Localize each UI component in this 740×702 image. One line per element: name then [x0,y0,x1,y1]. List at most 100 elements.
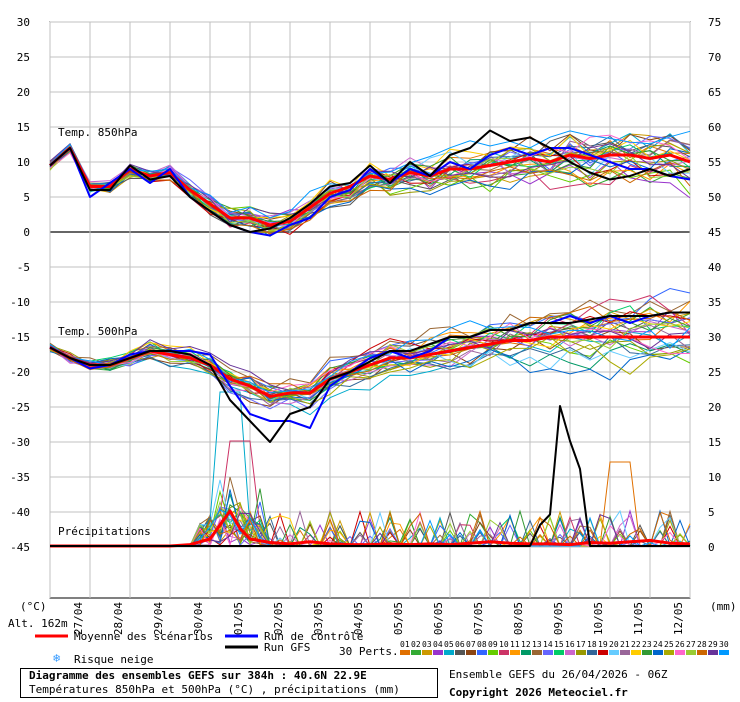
pert-swatch [708,650,718,655]
pert-swatch [576,650,586,655]
pert-swatch [686,650,696,655]
pert-number: 30 [719,640,729,649]
right-tick-label: 0 [708,541,715,554]
series-line-t850 [49,146,691,227]
pert-swatch [620,650,630,655]
pert-number: 25 [664,640,674,649]
left-tick-label: 30 [17,16,30,29]
member-line-t850 [49,130,691,219]
unit-right: (mm) [710,600,737,613]
pert-swatch [675,650,685,655]
series-line-precip [50,405,690,547]
legend-gfs-label: Run GFS [264,641,310,654]
pert-swatch [532,650,542,655]
pert-number: 06 [455,640,465,649]
chart-subtitle: Températures 850hPa et 500hPa (°C) , pré… [29,683,400,696]
x-tick-label: 27/04 [72,602,85,635]
pert-swatch [697,650,707,655]
legend-perts-label: 30 Perts. [339,645,399,658]
left-tick-label: -30 [10,436,30,449]
pert-swatch [521,650,531,655]
left-tick-label: -15 [10,331,30,344]
pert-swatch [477,650,487,655]
member-line-t850 [49,145,691,235]
pert-number: 04 [433,640,443,649]
pert-number: 16 [565,640,575,649]
x-tick-label: 07/05 [472,602,485,635]
left-tick-label: -20 [10,366,30,379]
pert-number: 29 [708,640,718,649]
left-tick-label: 5 [23,191,30,204]
right-tick-label: 25 [708,366,721,379]
member-line-t500 [49,318,691,394]
pert-number: 07 [466,640,476,649]
x-tick-label: 12/05 [672,602,685,635]
precip-panel-label: Précipitations [58,525,151,538]
pert-number: 05 [444,640,454,649]
pert-swatch [488,650,498,655]
right-tick-label: 20 [708,401,721,414]
pert-number: 28 [697,640,707,649]
right-tick-label: 50 [708,191,721,204]
member-line-t500 [49,312,691,395]
pert-number: 11 [510,640,520,649]
left-tick-label: -35 [10,471,30,484]
right-tick-label: 70 [708,51,721,64]
left-tick-label: 25 [17,51,30,64]
member-line-t500 [49,305,691,401]
left-tick-label: -5 [17,261,30,274]
x-tick-label: 11/05 [632,602,645,635]
unit-left: (°C) [20,600,47,613]
pert-number: 09 [488,640,498,649]
x-tick-label: 08/05 [512,602,525,635]
main-series [49,129,691,548]
pert-swatch [510,650,520,655]
pert-swatch [664,650,674,655]
pert-swatch [598,650,608,655]
right-tick-label: 5 [708,506,715,519]
series-line-t500 [49,311,690,443]
pert-swatch [499,650,509,655]
copyright: Copyright 2026 Meteociel.fr [449,686,628,699]
pert-swatch [565,650,575,655]
pert-number: 08 [477,640,487,649]
t850-panel-label: Temp. 850hPa [58,126,137,139]
x-tick-label: 03/05 [312,602,325,635]
chart-title: Diagramme des ensembles GEFS sur 384h : … [29,669,367,682]
left-tick-label: 10 [17,156,30,169]
right-tick-label: 40 [708,261,721,274]
pert-swatch [609,650,619,655]
pert-swatch [554,650,564,655]
pert-number: 26 [675,640,685,649]
x-tick-label: 01/05 [232,602,245,635]
run-info-box: Ensemble GEFS du 26/04/2026 - 06Z Copyri… [449,666,668,702]
legend-control-label: Run de contrôle [264,630,363,643]
pert-number: 21 [620,640,630,649]
pert-swatch [631,650,641,655]
right-tick-label: 55 [708,156,721,169]
legend-snow-label: Risque neige [74,653,153,666]
pert-swatch [587,650,597,655]
pert-number: 02 [411,640,421,649]
perturbation-legend: 01 02 03 04 05 06 07 08 09 10 11 12 13 14 15 16 17 18 19 20… [400,640,729,655]
series-line-t500 [49,335,690,398]
left-tick-label: 20 [17,86,30,99]
x-tick-label: 05/05 [392,602,405,635]
left-tick-label: 0 [23,226,30,239]
pert-number: 18 [587,640,597,649]
pert-swatch [543,650,553,655]
x-tick-label: 30/04 [192,602,205,635]
t500-panel-label: Temp. 500hPa [58,325,137,338]
chart-info-box: Diagramme des ensembles GEFS sur 384h : … [20,668,438,698]
chart-axes: 302520151050-5-10-15-20-25-30-35-40-4575… [10,16,721,635]
pert-swatch [455,650,465,655]
pert-number: 14 [543,640,553,649]
pert-swatch [466,650,476,655]
left-tick-label: -45 [10,541,30,554]
pert-number: 24 [653,640,663,649]
altitude-label: Alt. 162m [8,617,68,630]
left-tick-label: -10 [10,296,30,309]
pert-swatch [422,650,432,655]
pert-number: 10 [499,640,509,649]
